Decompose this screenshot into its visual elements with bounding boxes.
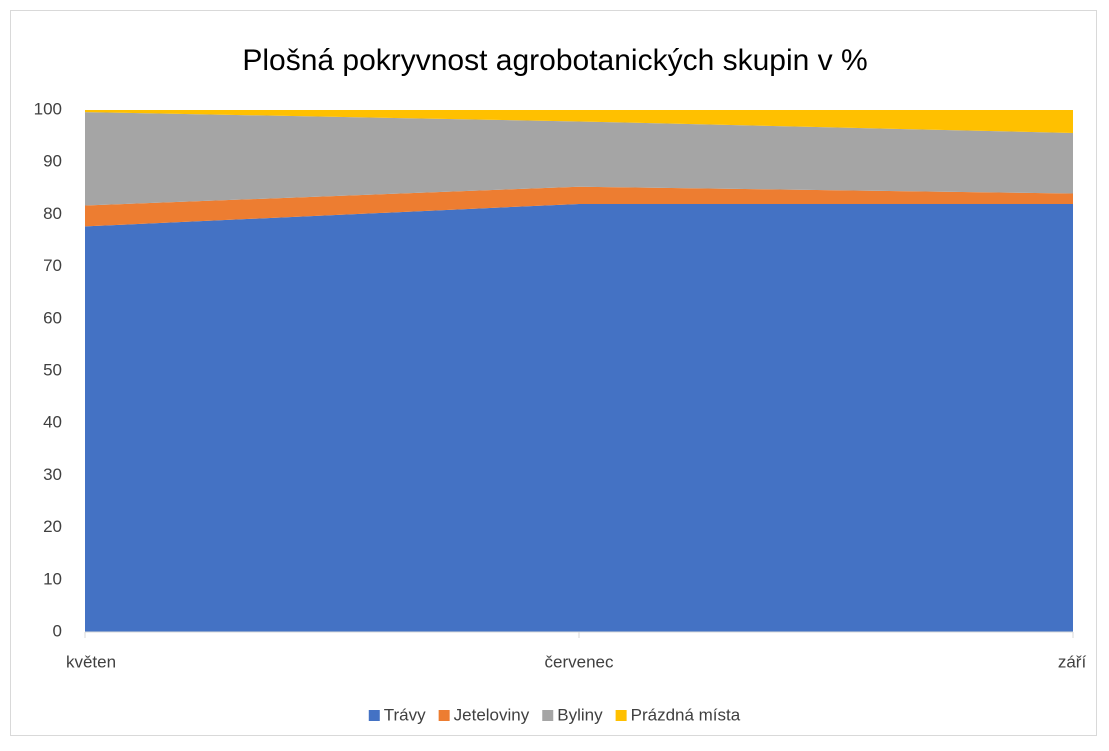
x-tick-label: září	[1058, 652, 1087, 671]
y-tick-label: 100	[34, 99, 62, 118]
x-tick-label: červenec	[545, 652, 614, 671]
area	[85, 112, 1073, 206]
y-tick-label: 50	[43, 360, 62, 379]
y-tick-label: 40	[43, 413, 62, 432]
legend: Trávy Jeteloviny Byliny Prázdná místa	[368, 705, 741, 724]
area	[85, 186, 1073, 227]
y-tick-label: 30	[43, 465, 62, 484]
area	[85, 110, 1073, 133]
x-tick-label: květen	[66, 652, 116, 671]
legend-label: Jeteloviny	[454, 705, 530, 724]
y-tick-label: 60	[43, 308, 62, 327]
legend-swatch	[542, 710, 554, 721]
y-tick-label: 70	[43, 256, 62, 275]
y-tick-label: 80	[43, 204, 62, 223]
legend-label: Byliny	[557, 705, 603, 724]
y-tick-label: 10	[43, 569, 62, 588]
y-tick-label: 90	[43, 152, 62, 171]
chart-title: Plošná pokryvnost agrobotanických skupin…	[242, 44, 867, 77]
legend-swatch	[615, 710, 627, 721]
area	[85, 203, 1073, 632]
legend-swatch	[438, 710, 450, 721]
y-tick-label: 20	[43, 517, 62, 536]
y-tick-label: 0	[53, 621, 62, 640]
legend-label: Prázdná místa	[631, 705, 741, 724]
legend-label: Trávy	[384, 705, 426, 724]
legend-swatch	[368, 710, 380, 721]
